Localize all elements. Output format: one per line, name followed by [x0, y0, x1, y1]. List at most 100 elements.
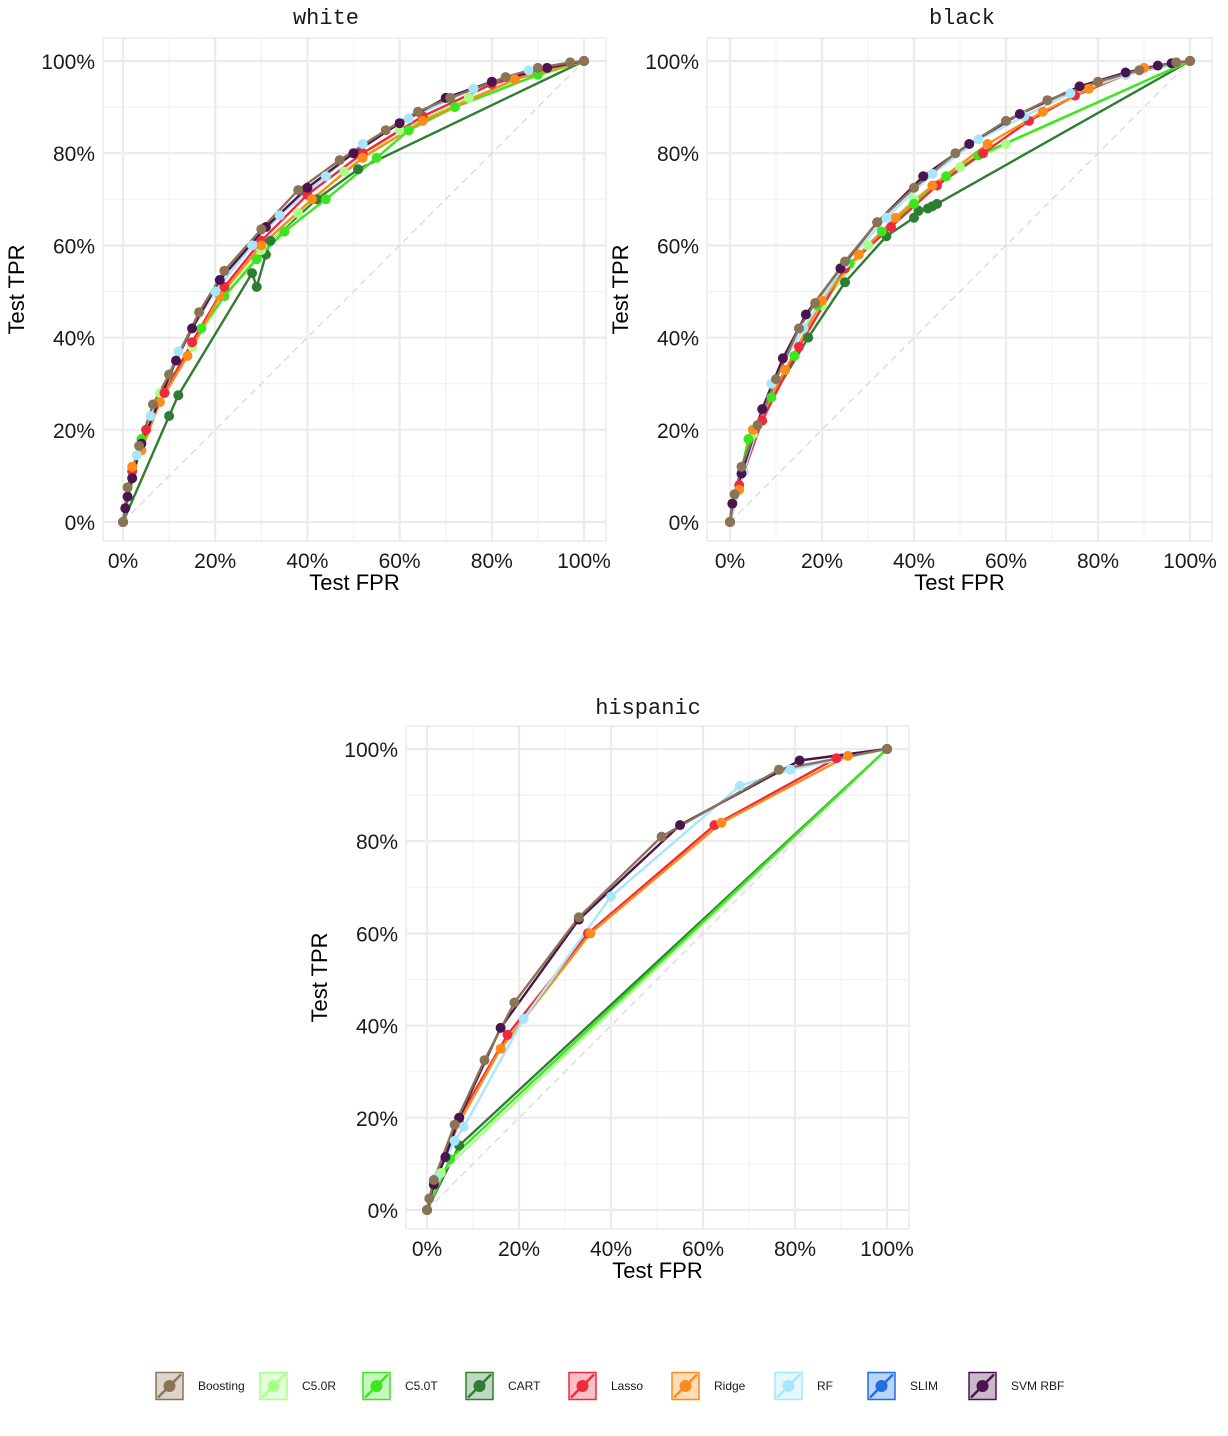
reference-diagonal	[122, 60, 585, 523]
data-point	[445, 92, 456, 103]
data-point	[886, 222, 896, 232]
data-point	[743, 434, 754, 444]
legend-key-point	[267, 1380, 280, 1392]
data-point	[422, 1205, 432, 1215]
data-point	[1001, 139, 1011, 149]
x-axis-title: Test FPR	[309, 570, 399, 595]
x-tick-label: 0%	[715, 550, 745, 573]
data-point	[486, 76, 497, 87]
data-point	[729, 489, 740, 500]
data-point	[909, 198, 919, 209]
data-point	[727, 498, 738, 509]
data-point	[716, 817, 727, 828]
x-axis-title: Test FPR	[612, 1258, 702, 1283]
data-point	[606, 891, 616, 902]
data-point	[777, 353, 788, 364]
data-point	[495, 1022, 506, 1033]
panel-frame	[102, 37, 607, 542]
data-point	[353, 164, 364, 175]
data-point	[251, 281, 262, 292]
x-tick-label: 40%	[286, 550, 328, 573]
data-point	[773, 764, 784, 775]
y-tick-label: 0%	[669, 512, 699, 535]
legend-item-lasso: Lasso	[568, 1371, 643, 1401]
x-tick-label: 100%	[557, 550, 611, 573]
panel-white: white 0% 20% 40% 60% 80% 100% 0% 20% 40% 60% 80% 100…	[4, 6, 611, 595]
x-tick-label: 60%	[682, 1238, 724, 1261]
data-point	[585, 928, 596, 939]
y-tick-label: 60%	[657, 235, 699, 258]
data-point	[458, 1122, 469, 1132]
data-point	[964, 139, 975, 149]
data-point	[523, 65, 534, 76]
data-point	[122, 482, 133, 493]
y-tick-label: 40%	[356, 1016, 398, 1039]
data-point	[853, 249, 864, 260]
legend-key-point	[976, 1380, 989, 1392]
data-point	[973, 134, 984, 145]
data-point	[357, 152, 368, 163]
data-point	[449, 1119, 460, 1130]
data-point	[918, 171, 929, 182]
data-point	[187, 337, 198, 348]
data-point	[1093, 76, 1103, 87]
data-point	[1171, 57, 1182, 68]
data-point	[766, 392, 777, 403]
data-point	[127, 473, 138, 484]
y-tick-label: 80%	[657, 143, 699, 166]
data-point	[403, 113, 414, 124]
data-point	[463, 92, 474, 103]
x-tick-label: 0%	[412, 1238, 442, 1261]
data-point	[293, 208, 304, 219]
data-point	[210, 286, 221, 297]
data-point	[1074, 81, 1085, 92]
data-point	[320, 194, 331, 205]
data-point	[120, 503, 131, 514]
y-axis-title: Test TPR	[608, 244, 633, 334]
data-point	[348, 148, 359, 159]
data-point	[955, 162, 965, 172]
legend-key-point	[679, 1380, 692, 1392]
data-point	[424, 1193, 435, 1204]
data-point	[1014, 109, 1025, 119]
facet-title: white	[293, 6, 359, 31]
data-point	[794, 341, 804, 352]
data-point	[371, 152, 382, 163]
data-point	[502, 1029, 513, 1040]
y-tick-label: 80%	[356, 831, 398, 854]
data-point	[417, 115, 428, 126]
legend-label: RF	[817, 1379, 833, 1393]
data-point	[182, 351, 193, 361]
data-point	[320, 171, 331, 182]
reference-diagonal	[729, 60, 1191, 523]
data-point	[800, 309, 811, 320]
x-tick-label: 80%	[471, 550, 513, 573]
data-point	[890, 212, 901, 223]
data-point	[274, 210, 285, 221]
data-point	[872, 217, 883, 228]
data-point	[725, 517, 735, 527]
data-point	[532, 69, 543, 80]
data-point	[771, 374, 781, 385]
data-point	[394, 125, 405, 136]
data-point	[394, 118, 405, 129]
data-point	[1152, 60, 1163, 71]
data-point	[279, 226, 290, 237]
x-tick-label: 100%	[860, 1238, 914, 1261]
data-point	[532, 62, 543, 73]
legend-item-cart: CART	[465, 1371, 541, 1401]
data-point	[164, 411, 175, 421]
data-point	[978, 148, 988, 159]
data-point	[413, 106, 423, 117]
x-tick-label: 40%	[893, 550, 935, 573]
data-point	[159, 387, 170, 398]
data-point	[247, 240, 258, 251]
data-point	[1037, 106, 1048, 117]
data-point	[265, 235, 276, 246]
legend-item-c5-0r: C5.0R	[259, 1371, 336, 1401]
data-point	[736, 461, 747, 472]
data-point	[247, 268, 258, 279]
legend-label: Boosting	[198, 1379, 245, 1393]
data-point	[173, 390, 184, 401]
